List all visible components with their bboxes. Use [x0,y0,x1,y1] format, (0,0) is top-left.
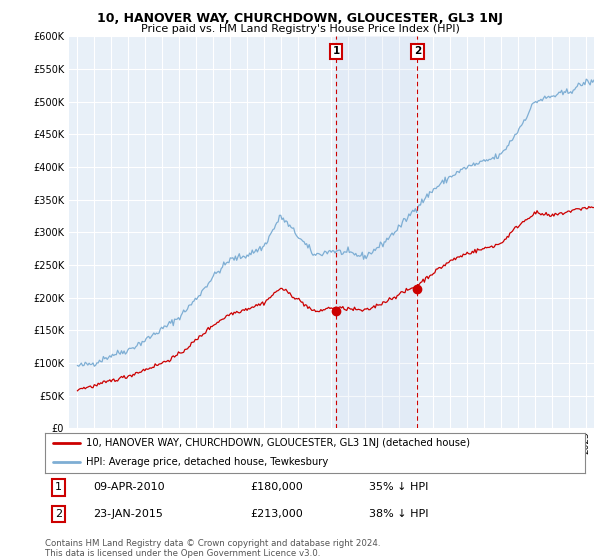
Text: 23-JAN-2015: 23-JAN-2015 [94,509,163,519]
Text: Price paid vs. HM Land Registry's House Price Index (HPI): Price paid vs. HM Land Registry's House … [140,24,460,34]
Text: HPI: Average price, detached house, Tewkesbury: HPI: Average price, detached house, Tewk… [86,457,328,467]
Text: £180,000: £180,000 [250,482,303,492]
Text: 10, HANOVER WAY, CHURCHDOWN, GLOUCESTER, GL3 1NJ (detached house): 10, HANOVER WAY, CHURCHDOWN, GLOUCESTER,… [86,438,470,448]
Text: 35% ↓ HPI: 35% ↓ HPI [369,482,428,492]
Text: 38% ↓ HPI: 38% ↓ HPI [369,509,428,519]
Text: 1: 1 [332,46,340,56]
Text: 1: 1 [55,482,62,492]
Bar [336,36,418,428]
Text: 2: 2 [414,46,421,56]
Text: 09-APR-2010: 09-APR-2010 [94,482,165,492]
Text: Contains HM Land Registry data © Crown copyright and database right 2024.
This d: Contains HM Land Registry data © Crown c… [45,539,380,558]
Text: £213,000: £213,000 [250,509,303,519]
Text: 10, HANOVER WAY, CHURCHDOWN, GLOUCESTER, GL3 1NJ: 10, HANOVER WAY, CHURCHDOWN, GLOUCESTER,… [97,12,503,25]
Text: 2: 2 [55,509,62,519]
